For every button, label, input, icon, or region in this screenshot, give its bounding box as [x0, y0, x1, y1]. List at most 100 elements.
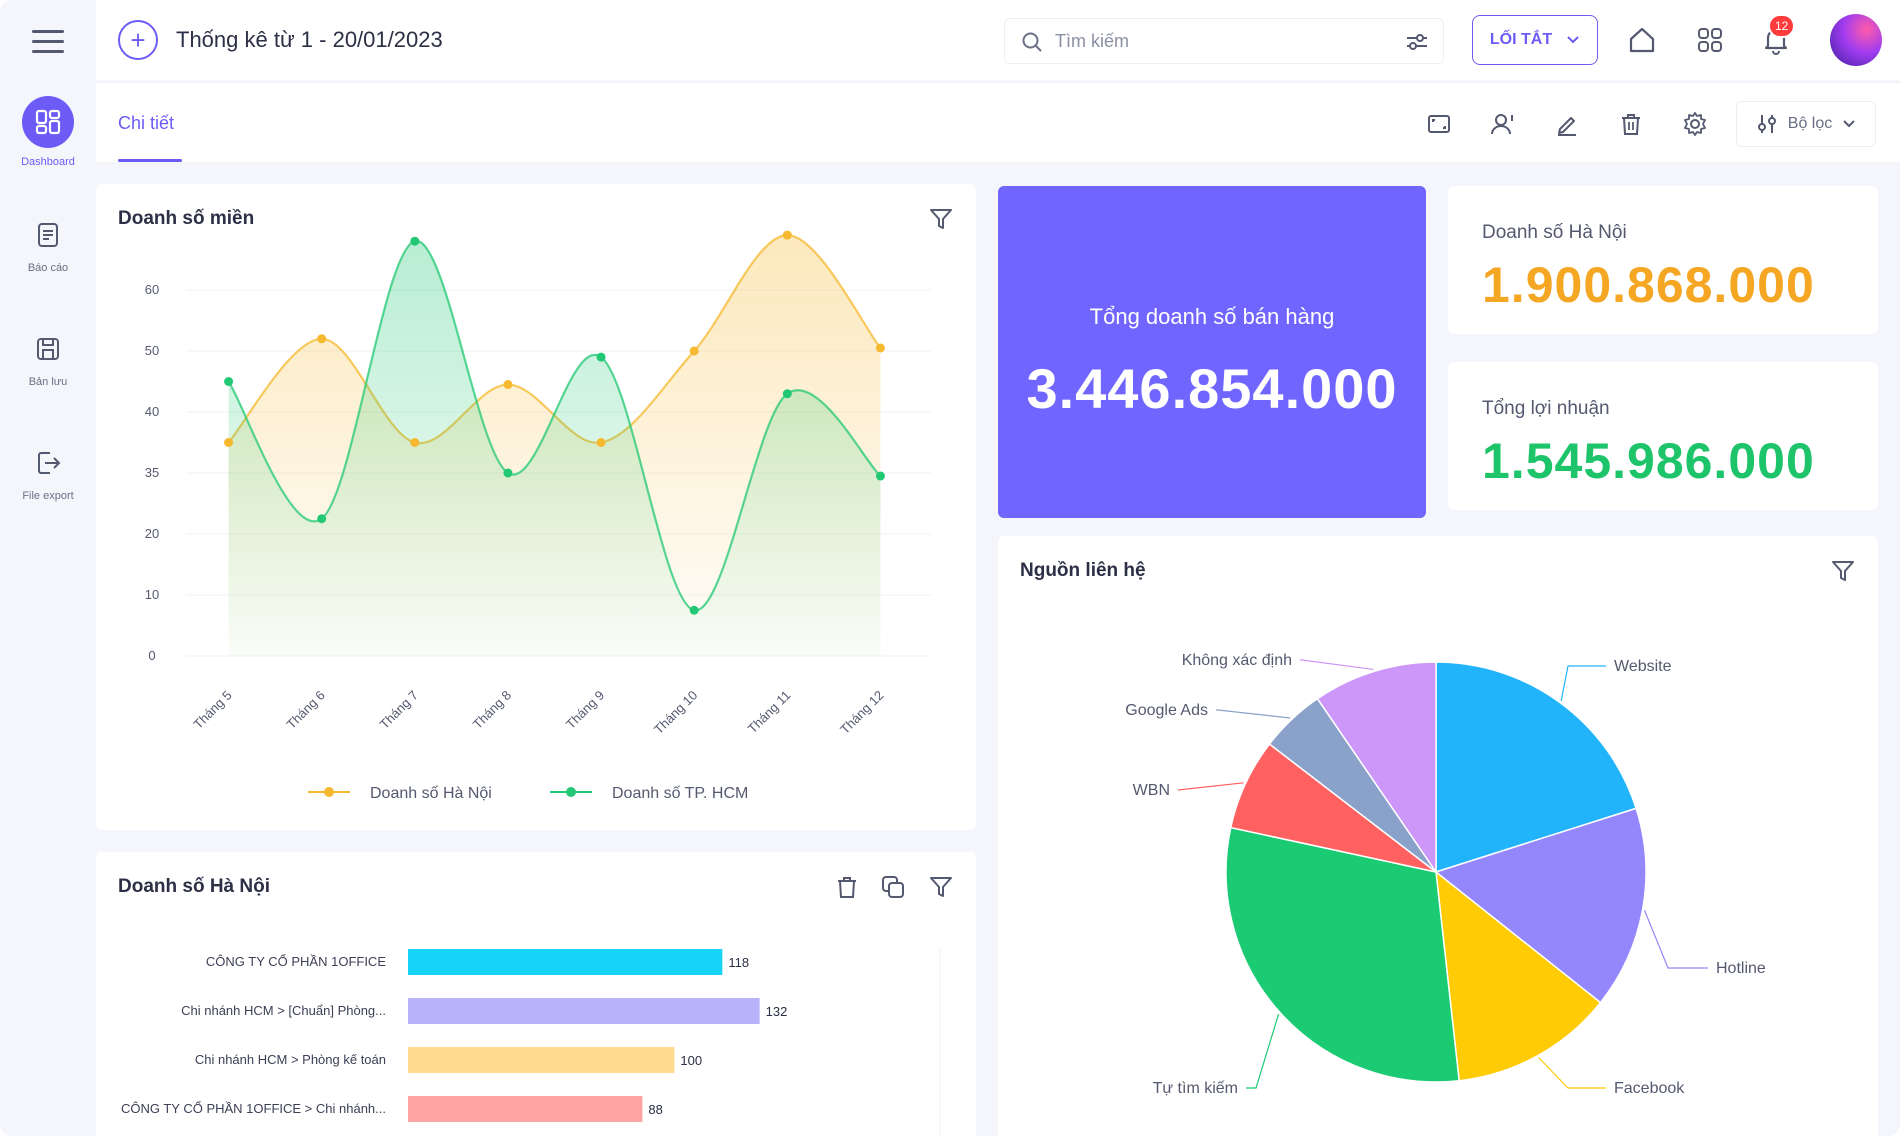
x-tick-label: Tháng 12: [837, 688, 886, 737]
tab-details[interactable]: Chi tiết: [118, 113, 175, 133]
page-title: Thống kê từ 1 - 20/01/2023: [176, 27, 443, 52]
bar-category-label: Chi nhánh HCM > Phòng kế toán: [195, 1052, 386, 1067]
pie-label: WBN: [1133, 782, 1170, 799]
pie-chart: Website Hotline Facebook Tự tìm kiếm WBN Goog…: [1125, 652, 1766, 1097]
edit-icon[interactable]: [1554, 111, 1580, 137]
search-icon: [1021, 31, 1043, 58]
total-profit-kpi: Tổng lợi nhuận 1.545.986.000: [1448, 362, 1878, 510]
card-title: Nguồn liên hệ: [1020, 560, 1146, 581]
data-point[interactable]: [410, 438, 420, 447]
total-sales-kpi: Tổng doanh số bán hàng 3.446.854.000: [998, 186, 1426, 518]
card-title: Doanh số miền: [118, 208, 255, 229]
sidebar-item-label: Báo cáo: [27, 262, 69, 274]
pie-leader-line: [1560, 665, 1606, 701]
pie-slice[interactable]: [1434, 807, 1647, 1004]
trash-icon[interactable]: [834, 874, 860, 900]
sidebar-item-report[interactable]: Báo cáo: [0, 220, 96, 274]
pie-slice[interactable]: [1435, 661, 1638, 874]
data-point[interactable]: [317, 334, 327, 344]
data-point[interactable]: [875, 343, 885, 353]
top-header: + Thống kê từ 1 - 20/01/2023 LỐI TẮT 12: [96, 0, 1900, 80]
y-tick-label: 20: [145, 526, 159, 541]
bar-chart: CÔNG TY CỔ PHẦN 1OFFICE 118 Chi nhánh HCM …: [121, 947, 941, 1136]
shortcut-dropdown[interactable]: LỐI TẮT: [1472, 15, 1598, 65]
gear-icon[interactable]: [1682, 111, 1708, 137]
pie-slice[interactable]: [1435, 870, 1602, 1082]
y-tick-label: 0: [148, 648, 155, 663]
x-tick-label: Tháng 9: [563, 688, 607, 732]
data-point[interactable]: [782, 230, 792, 240]
funnel-icon[interactable]: [1830, 558, 1856, 584]
series-area: [228, 241, 881, 656]
sliders-icon[interactable]: [1405, 30, 1429, 59]
pie-slice[interactable]: [1316, 661, 1437, 875]
pie-leader-line: [1300, 659, 1374, 671]
bar[interactable]: [408, 1047, 675, 1073]
fullscreen-icon[interactable]: [1426, 111, 1452, 137]
data-point[interactable]: [782, 389, 792, 399]
bar-value-label: 88: [648, 1102, 662, 1117]
x-tick-label: Tháng 6: [283, 688, 327, 732]
sidebar-item-saved[interactable]: Bản lưu: [0, 334, 96, 388]
kpi-value: 1.545.986.000: [1482, 433, 1815, 489]
chevron-down-icon: [1567, 36, 1579, 44]
data-point[interactable]: [875, 471, 885, 481]
dashboard-icon: [22, 96, 74, 148]
pie-leader-line: [1643, 910, 1708, 969]
apps-grid-icon[interactable]: [1694, 24, 1726, 56]
bar[interactable]: [408, 998, 760, 1024]
bar[interactable]: [408, 949, 723, 975]
pie-label: Google Ads: [1125, 702, 1208, 719]
y-tick-label: 10: [145, 587, 159, 602]
legend-label[interactable]: Doanh số TP. HCM: [612, 785, 748, 802]
bar-category-label: Chi nhánh HCM > [Chuẩn] Phòng...: [181, 1003, 386, 1018]
data-point[interactable]: [224, 377, 234, 386]
pie-label: Tự tìm kiếm: [1153, 1080, 1238, 1097]
trash-icon[interactable]: [1618, 111, 1644, 137]
sidebar-item-export[interactable]: File export: [0, 448, 96, 502]
hanoi-sales-kpi: Doanh số Hà Nội 1.900.868.000: [1448, 186, 1878, 334]
data-point[interactable]: [224, 438, 234, 447]
data-point[interactable]: [503, 468, 513, 478]
sidebar-item-label: Dashboard: [21, 156, 75, 168]
pie-label: Facebook: [1614, 1080, 1685, 1097]
legend-label[interactable]: Doanh số Hà Nội: [370, 785, 492, 802]
data-point[interactable]: [596, 438, 606, 447]
hamburger-menu-icon[interactable]: [32, 30, 64, 53]
data-point[interactable]: [503, 380, 513, 390]
legend-marker: [566, 787, 576, 797]
filter-sliders-icon: [1757, 115, 1776, 133]
sidebar-item-dashboard[interactable]: Dashboard: [0, 96, 96, 168]
home-icon[interactable]: [1626, 24, 1658, 56]
bar-category-label: CÔNG TY CỔ PHẦN 1OFFICE > Chi nhánh...: [121, 1101, 386, 1116]
kpi-value: 3.446.854.000: [1026, 357, 1398, 420]
funnel-icon[interactable]: [928, 874, 954, 900]
search-input[interactable]: [1055, 19, 1385, 63]
avatar[interactable]: [1830, 14, 1882, 66]
pie-slice[interactable]: [1225, 826, 1460, 1083]
bar[interactable]: [408, 1096, 643, 1122]
data-point[interactable]: [317, 514, 327, 524]
series-line: [227, 240, 882, 612]
filter-dropdown[interactable]: Bộ lọc: [1736, 101, 1876, 147]
funnel-icon[interactable]: [928, 206, 954, 232]
bar-value-label: 100: [680, 1053, 702, 1068]
line-chart: 0 10 20 35 40 50 60 Tháng 5 Tháng 6 Tháng 7 Tháng …: [145, 230, 931, 802]
data-point[interactable]: [596, 352, 606, 362]
y-tick-label: 40: [145, 404, 159, 419]
data-point[interactable]: [410, 236, 420, 246]
sidebar: Dashboard Báo cáo Bản lưu File export: [0, 0, 96, 1136]
pie-leader-line: [1538, 1057, 1606, 1089]
pie-leader-line: [1246, 1013, 1280, 1089]
add-button[interactable]: +: [118, 20, 158, 60]
notification-badge: 12: [1768, 14, 1796, 38]
tab-underline: [118, 159, 182, 162]
data-point[interactable]: [689, 605, 699, 615]
data-point[interactable]: [689, 346, 699, 356]
y-tick-label: 35: [145, 465, 159, 480]
copy-icon[interactable]: [880, 874, 906, 900]
user-share-icon[interactable]: [1490, 111, 1516, 137]
pie-label: Không xác định: [1182, 652, 1292, 669]
legend-marker: [324, 787, 334, 797]
